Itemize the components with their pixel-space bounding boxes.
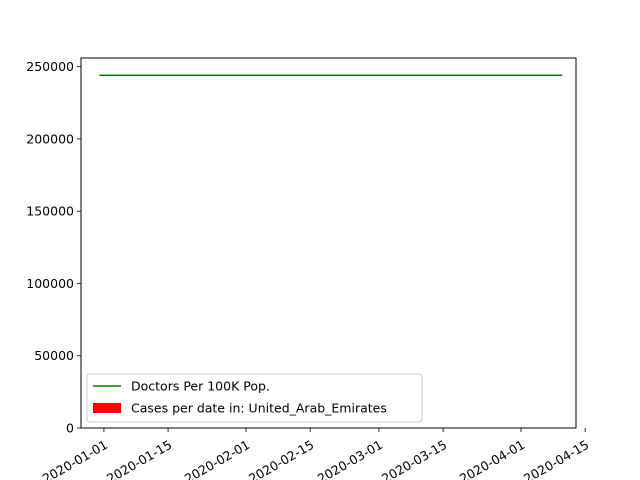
y-tick-label: 50000: [34, 348, 74, 363]
legend-box: [86, 373, 423, 423]
legend: Doctors Per 100K Pop. Cases per date in: …: [86, 373, 423, 423]
y-tick-label: 0: [66, 421, 74, 436]
legend-bar-swatch: [93, 403, 121, 413]
y-tick-label: 250000: [26, 59, 74, 74]
y-tick-label: 100000: [26, 276, 74, 291]
legend-label: Doctors Per 100K Pop.: [131, 379, 270, 394]
y-axis: 0 50000 100000 150000 200000 250000: [26, 59, 81, 436]
plot-frame: [80, 57, 577, 429]
y-tick-label: 200000: [26, 131, 74, 146]
y-tick-label: 150000: [26, 204, 74, 219]
legend-label: Cases per date in: United_Arab_Emirates: [131, 401, 387, 416]
